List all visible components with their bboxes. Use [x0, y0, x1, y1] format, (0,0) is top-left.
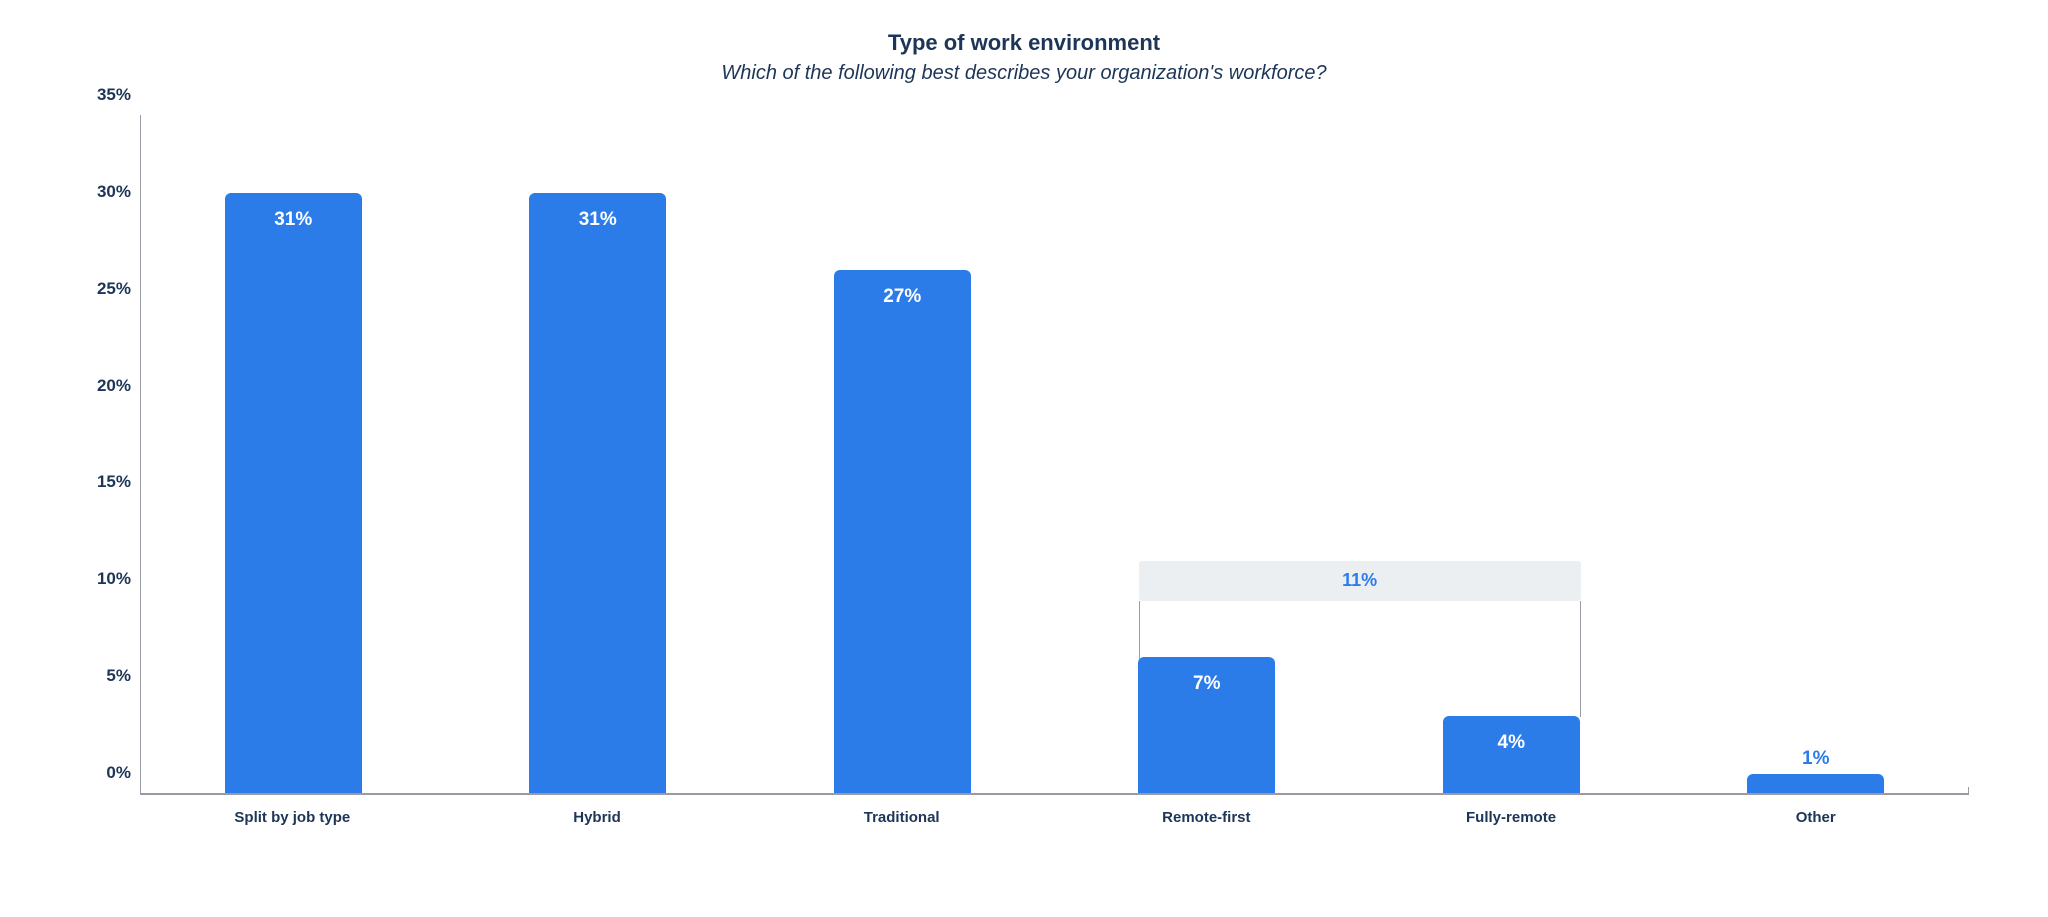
x-axis-label: Split by job type	[140, 795, 445, 826]
bar-value-label: 4%	[1498, 732, 1525, 754]
chart-title: Type of work environment	[60, 30, 1988, 56]
bar: 27%	[834, 270, 971, 793]
y-axis-tick: 5%	[71, 666, 131, 686]
annotation-connector	[1580, 601, 1581, 718]
group-annotation: 11%	[1139, 561, 1581, 601]
bar-value-label: 31%	[274, 209, 312, 231]
bar: 4%	[1443, 716, 1580, 793]
bar-slot: 27%	[750, 115, 1055, 793]
bar-value-label: 31%	[579, 209, 617, 231]
bar-value-label: 1%	[1802, 748, 1829, 770]
x-axis-label: Hybrid	[445, 795, 750, 826]
bars-container: 31% 31% 27% 7% 4% 1%	[141, 115, 1968, 793]
x-axis-label: Other	[1663, 795, 1968, 826]
x-axis-label: Remote-first	[1054, 795, 1359, 826]
y-axis-tick: 25%	[71, 279, 131, 299]
bar: 31%	[225, 193, 362, 794]
y-axis-tick: 15%	[71, 472, 131, 492]
bar-slot: 1%	[1664, 115, 1969, 793]
bar: 1%	[1747, 774, 1884, 793]
axis-end-tick	[1968, 787, 1969, 795]
bar: 31%	[529, 193, 666, 794]
bar-value-label: 27%	[883, 286, 921, 308]
chart-subtitle: Which of the following best describes yo…	[60, 62, 1988, 85]
chart-titles: Type of work environment Which of the fo…	[60, 30, 1988, 85]
x-axis-labels: Split by job typeHybridTraditionalRemote…	[140, 795, 1968, 826]
y-axis-tick: 30%	[71, 182, 131, 202]
x-axis-label: Fully-remote	[1359, 795, 1664, 826]
y-axis-tick: 0%	[71, 763, 131, 783]
bar-slot: 31%	[446, 115, 751, 793]
y-axis-tick: 35%	[71, 85, 131, 105]
bar-value-label: 7%	[1193, 673, 1220, 695]
y-axis-tick: 10%	[71, 569, 131, 589]
y-axis-tick: 20%	[71, 376, 131, 396]
bar: 7%	[1138, 657, 1275, 793]
bar-slot: 7%	[1055, 115, 1360, 793]
annotation-connector	[1139, 601, 1140, 659]
bar-slot: 4%	[1359, 115, 1664, 793]
plot-area: 31%31%27%7%4%1% 0%5%10%15%20%25%30%35%11…	[140, 115, 1968, 795]
bar-slot: 31%	[141, 115, 446, 793]
chart-container: Type of work environment Which of the fo…	[0, 0, 2048, 917]
x-axis-label: Traditional	[749, 795, 1054, 826]
